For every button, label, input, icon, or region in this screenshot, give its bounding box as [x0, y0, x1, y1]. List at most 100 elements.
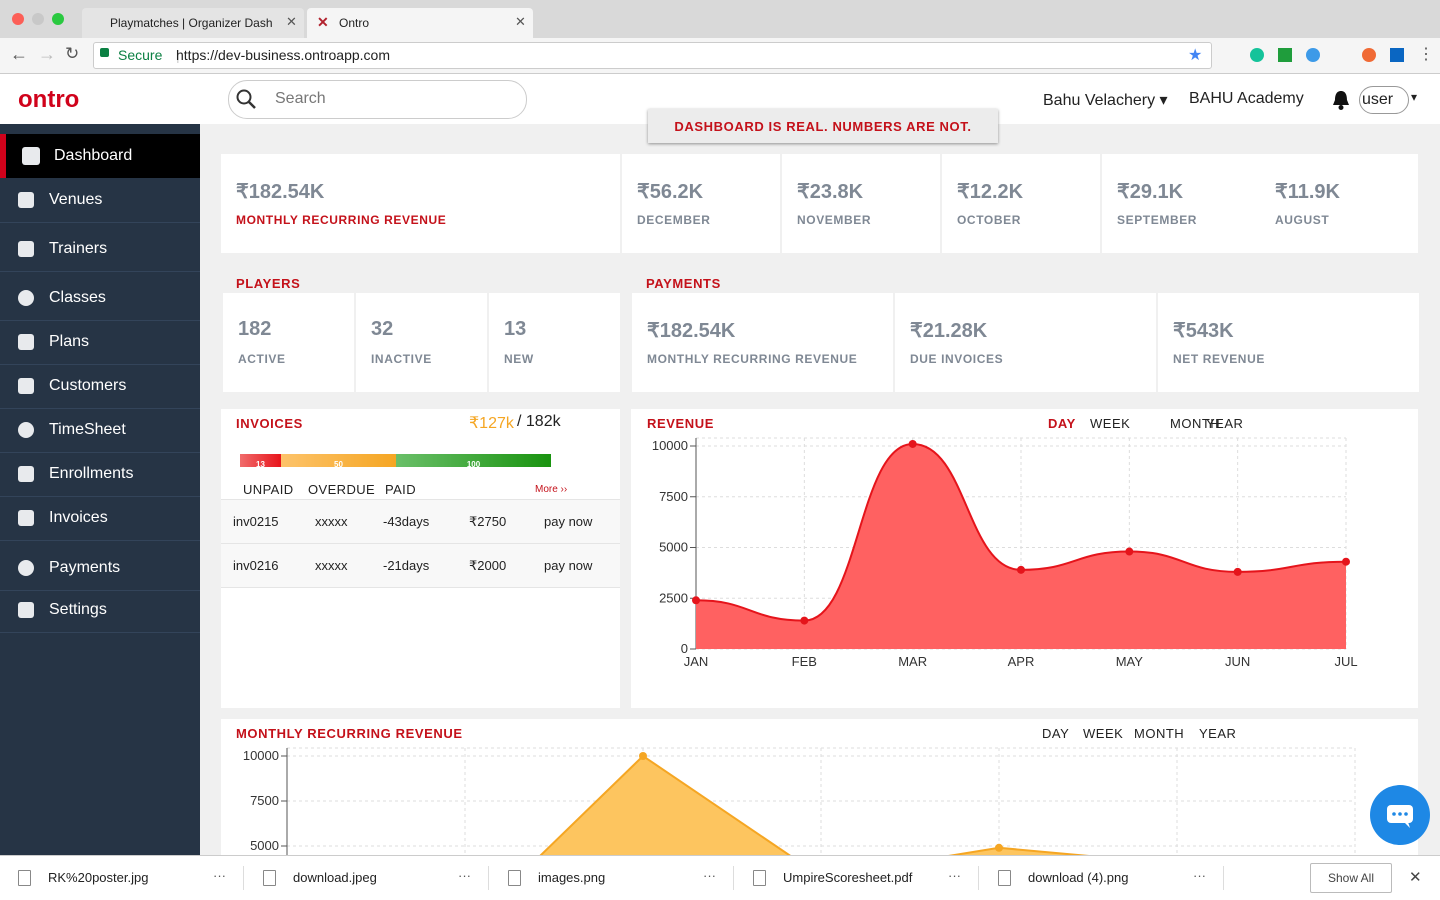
more-link[interactable]: More ›› — [535, 484, 568, 495]
sidebar-item[interactable]: Dashboard — [0, 134, 200, 178]
tab[interactable]: Playmatches | Organizer Dash ✕ — [82, 8, 304, 38]
period-button[interactable]: WEEK — [1090, 416, 1131, 431]
x-tick-label: MAR — [898, 654, 927, 669]
y-tick-label: 5000 — [659, 540, 688, 555]
pay-now-link[interactable]: pay now — [544, 514, 593, 529]
tab-icon: ✕ — [317, 14, 329, 30]
invoice-cell: ₹2000 — [469, 558, 507, 573]
download-file[interactable]: download (4).png — [1028, 870, 1129, 885]
reload-button[interactable]: ↻ — [65, 44, 80, 63]
sidebar-divider — [0, 222, 200, 223]
period-button[interactable]: MONTH — [1134, 726, 1185, 741]
invoices-collected: ₹127k — [469, 415, 514, 432]
players-title: PLAYERS — [236, 276, 301, 291]
minimize-window[interactable] — [32, 13, 44, 25]
menu-button[interactable]: ⋮ — [1418, 46, 1434, 63]
sidebar-divider — [0, 540, 200, 541]
download-menu[interactable]: ··· — [1193, 868, 1206, 883]
tab-close[interactable]: ✕ — [286, 14, 297, 29]
summary-value: ₹23.8K — [797, 181, 864, 203]
chart-title: REVENUE — [647, 416, 715, 431]
period-button[interactable]: DAY — [1048, 416, 1076, 431]
stat-label: INACTIVE — [371, 352, 432, 366]
forward-button[interactable]: → — [38, 44, 56, 64]
extension[interactable] — [1306, 48, 1320, 62]
sidebar-item[interactable]: Plans — [0, 320, 200, 364]
tab-close[interactable]: ✕ — [515, 14, 526, 29]
chat-button[interactable] — [1370, 785, 1430, 845]
show-all-button[interactable]: Show All — [1310, 863, 1392, 893]
back-button[interactable]: ← — [10, 44, 28, 64]
close-window[interactable] — [12, 13, 24, 25]
sidebar-item[interactable]: Payments — [0, 546, 200, 590]
sidebar-divider — [0, 632, 200, 633]
extension[interactable] — [1250, 48, 1264, 62]
logo[interactable]: ontro — [18, 86, 80, 113]
players-cell: 32 INACTIVE — [356, 293, 487, 392]
sidebar-label: TimeSheet — [49, 421, 126, 438]
download-file[interactable]: images.png — [538, 870, 606, 885]
summary-label: SEPTEMBER — [1117, 213, 1198, 227]
sidebar-item[interactable]: Classes — [0, 276, 200, 320]
file-icon — [263, 870, 276, 886]
period-button[interactable]: YEAR — [1206, 416, 1244, 431]
period-button[interactable]: MONTH — [1170, 416, 1221, 431]
period-button[interactable]: WEEK — [1083, 726, 1124, 741]
banner: DASHBOARD IS REAL. NUMBERS ARE NOT. — [648, 109, 998, 143]
data-point — [639, 752, 647, 760]
bookmark-star[interactable]: ★ — [1188, 47, 1203, 64]
players-cell: 13 NEW — [489, 293, 620, 392]
invoices-total: / 182k — [517, 413, 561, 430]
pay-now-link[interactable]: pay now — [544, 558, 593, 573]
download-menu[interactable]: ··· — [458, 868, 471, 883]
download-menu[interactable]: ··· — [213, 868, 226, 883]
download-file[interactable]: UmpireScoresheet.pdf — [783, 870, 913, 885]
academy[interactable]: BAHU Academy — [1189, 90, 1304, 107]
sidebar-icon — [18, 334, 34, 350]
sidebar-divider — [0, 590, 200, 591]
sidebar-item[interactable]: Venues — [0, 178, 200, 222]
notification-bell[interactable] — [1331, 89, 1351, 111]
invoices-card: INVOICES ₹127k / 182k 13 50 100 UNPAID O… — [221, 409, 620, 708]
sidebar-item[interactable]: TimeSheet — [0, 408, 200, 452]
players-cell: 182 ACTIVE — [223, 293, 354, 392]
extension[interactable] — [1278, 48, 1292, 62]
download-menu[interactable]: ··· — [703, 868, 716, 883]
period-button[interactable]: DAY — [1042, 726, 1070, 741]
column-header[interactable]: UNPAID — [243, 482, 294, 497]
sidebar-item[interactable]: Settings — [0, 588, 200, 632]
close-downloads[interactable]: ✕ — [1409, 869, 1422, 886]
extension[interactable] — [1390, 48, 1404, 62]
stat-label: ACTIVE — [238, 352, 286, 366]
tab-title: Playmatches | Organizer Dash — [110, 16, 273, 30]
file-icon — [18, 870, 31, 886]
url-field[interactable]: Secure | https://dev-business.ontroapp.c… — [93, 42, 1212, 69]
sidebar-icon — [18, 560, 34, 576]
maximize-window[interactable] — [52, 13, 64, 25]
stat-label: NET REVENUE — [1173, 352, 1265, 366]
download-file[interactable]: RK%20poster.jpg — [48, 870, 149, 885]
sidebar-label: Invoices — [49, 509, 108, 526]
tab-active[interactable]: ✕ Ontro ✕ — [307, 8, 533, 38]
avatar-caret[interactable]: ▾ — [1411, 90, 1418, 104]
chat-icon — [1387, 805, 1413, 828]
show-all-label: Show All — [1327, 871, 1375, 885]
bar-unpaid: 13 — [240, 454, 281, 469]
location-dropdown[interactable]: Bahu Velachery ▾ — [1043, 92, 1168, 109]
sidebar-item[interactable]: Enrollments — [0, 452, 200, 496]
sidebar-item[interactable]: Invoices — [0, 496, 200, 540]
search-box[interactable]: Search — [228, 80, 527, 119]
invoice-cell: xxxxx — [315, 514, 348, 529]
column-header[interactable]: PAID — [385, 482, 416, 497]
download-menu[interactable]: ··· — [948, 868, 961, 883]
bar-label: 13 — [256, 460, 265, 469]
avatar[interactable]: user — [1359, 86, 1409, 114]
sidebar-item[interactable]: Trainers — [0, 227, 200, 271]
x-tick-label: JUL — [1334, 654, 1357, 669]
column-header[interactable]: OVERDUE — [308, 482, 376, 497]
sidebar-label: Payments — [49, 559, 121, 576]
download-file[interactable]: download.jpeg — [293, 870, 377, 885]
sidebar-item[interactable]: Customers — [0, 364, 200, 408]
period-button[interactable]: YEAR — [1199, 726, 1237, 741]
extension[interactable] — [1362, 48, 1376, 62]
